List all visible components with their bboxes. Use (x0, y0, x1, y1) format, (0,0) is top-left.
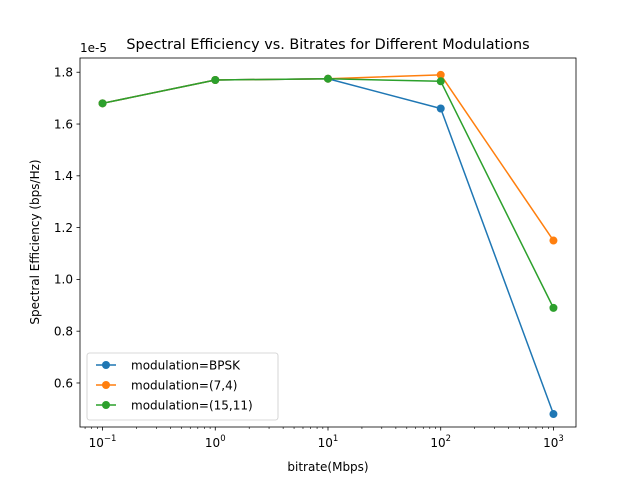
data-point (549, 303, 558, 312)
data-point (436, 70, 445, 79)
legend-marker (102, 361, 110, 369)
axis-ticks: 10−1 100 101 102 103 0.6 0.8 1.0 1.2 1.4 1.6 1.8 (54, 66, 564, 450)
y-tick-label: 1.4 (54, 169, 73, 183)
y-tick-label: 1.2 (54, 221, 73, 235)
y-tick-label: 0.8 (54, 324, 73, 338)
data-point (549, 410, 558, 419)
data-point (98, 99, 107, 108)
legend: modulation=BPSK modulation=(7,4) modulatio… (86, 352, 279, 421)
legend-label: modulation=(15,11) (131, 398, 253, 412)
legend-item: modulation=(15,11) (96, 398, 253, 412)
legend-label: modulation=BPSK (131, 358, 241, 372)
data-point (436, 77, 445, 86)
y-tick-label: 1.6 (54, 117, 73, 131)
y-tick-label: 1.0 (54, 273, 73, 287)
chart-title: Spectral Efficiency vs. Bitrates for Dif… (126, 37, 529, 53)
legend-item: modulation=BPSK (96, 358, 241, 372)
y-offset-text: 1e-5 (80, 41, 107, 55)
legend-label: modulation=(7,4) (131, 378, 237, 392)
legend-marker (102, 381, 110, 389)
x-tick-label: 100 (205, 434, 226, 450)
y-axis-label: Spectral Efficiency (bps/Hz) (28, 159, 42, 324)
x-tick-label: 102 (430, 434, 451, 450)
data-point (549, 236, 558, 245)
data-point (436, 104, 445, 113)
data-point (211, 76, 220, 85)
x-tick-label: 101 (318, 434, 339, 450)
series-layer (98, 70, 558, 419)
y-tick-label: 1.8 (54, 66, 73, 80)
x-tick-label: 10−1 (89, 434, 117, 450)
legend-item: modulation=(7,4) (96, 378, 237, 392)
legend-marker (102, 401, 110, 409)
x-axis-label: bitrate(Mbps) (287, 460, 368, 474)
data-point (323, 74, 332, 83)
x-tick-label: 103 (543, 434, 564, 450)
legend-box (86, 352, 279, 421)
series-2 (98, 74, 558, 312)
y-tick-label: 0.6 (54, 376, 73, 390)
